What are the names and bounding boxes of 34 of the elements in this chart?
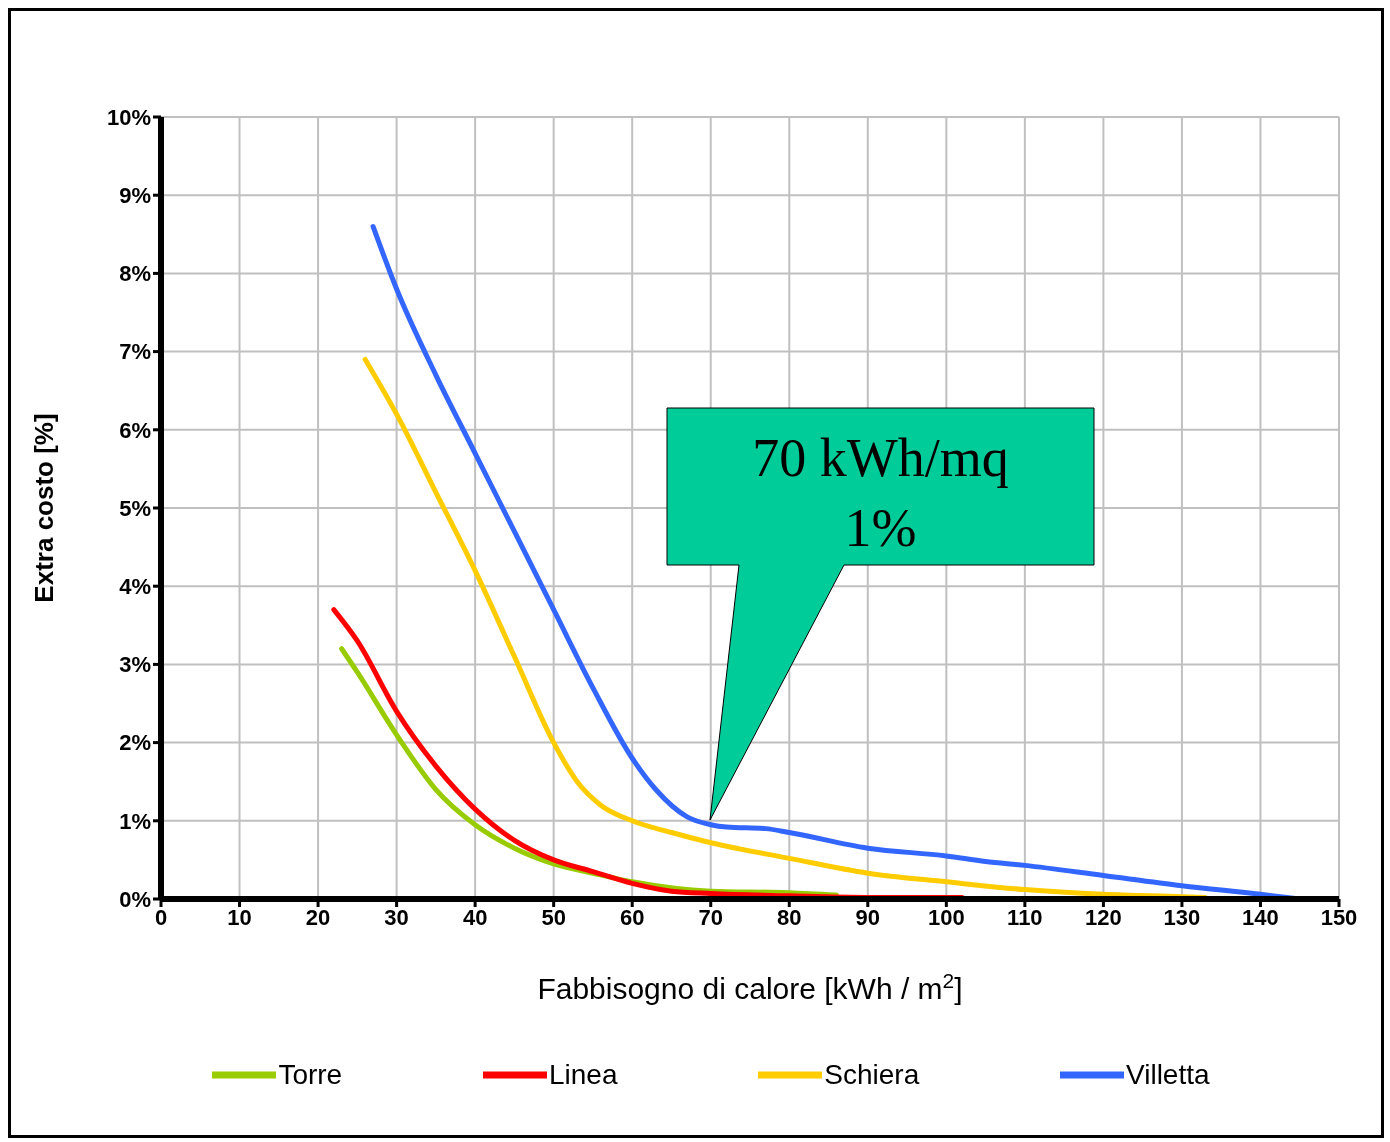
x-tick-label: 0: [154, 904, 168, 930]
x-tick-label: 120: [1085, 904, 1122, 930]
x-tick-label: 40: [462, 904, 488, 930]
x-tick-label: 100: [927, 904, 965, 930]
y-tick-label: 3%: [119, 652, 151, 678]
y-tick-label: 4%: [119, 574, 151, 600]
y-tick-label: 7%: [119, 339, 151, 365]
x-tick-label: 30: [384, 904, 409, 930]
y-tick-label: 5%: [119, 495, 151, 521]
x-tick-label: 50: [541, 904, 566, 930]
x-tick-label: 110: [1007, 904, 1043, 930]
x-axis-title: Fabbisogno di calore [kWh / m$^{2}$]: [537, 968, 963, 1005]
x-tick-label: 80: [777, 904, 802, 930]
x-tick-label: 140: [1242, 904, 1279, 930]
y-tick-label: 9%: [119, 183, 151, 209]
legend-label: Villetta: [1126, 1059, 1210, 1091]
x-tick-label: 10: [227, 904, 252, 930]
x-tick-label: 70: [698, 904, 723, 930]
x-tick-label: 90: [855, 904, 881, 930]
y-tick-label: 2%: [119, 730, 151, 756]
legend-label: Linea: [548, 1059, 618, 1091]
legend-label: Torre: [278, 1059, 343, 1091]
x-tick-label: 130: [1163, 904, 1201, 930]
x-tick-label: 20: [305, 904, 331, 930]
y-tick-label: 8%: [119, 261, 151, 287]
y-tick-label: 6%: [119, 417, 151, 443]
x-tick-label: 60: [619, 904, 645, 930]
y-tick-label: 10%: [106, 104, 151, 130]
legend-label: Schiera: [824, 1059, 920, 1091]
y-axis-title: Extra costo [%]: [29, 413, 59, 603]
y-tick-label: 0%: [119, 886, 151, 912]
x-tick-label: 150: [1320, 904, 1358, 930]
y-tick-label: 1%: [119, 808, 151, 834]
annotation: 70 kWh/mq 1%: [752, 428, 1009, 558]
